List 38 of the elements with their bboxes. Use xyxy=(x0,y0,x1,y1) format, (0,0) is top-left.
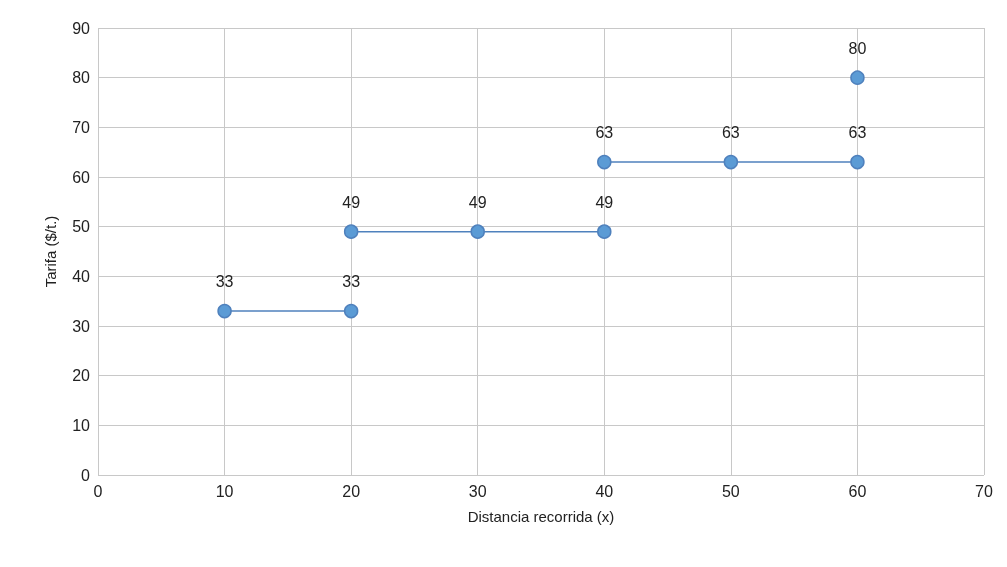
y-tick-label: 80 xyxy=(72,69,91,87)
y-tick-label: 20 xyxy=(72,367,91,385)
y-tick-label: 60 xyxy=(72,168,91,186)
data-label: 33 xyxy=(342,273,361,291)
x-tick-label: 70 xyxy=(975,482,993,500)
point xyxy=(850,154,865,170)
y-tick-label: 30 xyxy=(72,317,91,335)
x-tick-label: 60 xyxy=(848,482,867,500)
x-tick-label: 40 xyxy=(595,482,614,500)
y-tick-label: 50 xyxy=(72,218,91,236)
x-tick-label: 20 xyxy=(342,482,361,500)
data-label: 49 xyxy=(595,193,614,211)
x-tick-label: 30 xyxy=(468,482,487,500)
data-label: 49 xyxy=(468,193,487,211)
point xyxy=(343,303,359,319)
x-tick-label: 50 xyxy=(721,482,740,500)
x-tick-label: 0 xyxy=(93,482,103,500)
point xyxy=(723,154,739,170)
data-label: 63 xyxy=(848,124,867,142)
point xyxy=(597,224,612,239)
point xyxy=(597,154,612,170)
data-label: 49 xyxy=(342,193,361,211)
x-axis-title: Distancia recorrida (x) xyxy=(467,508,615,525)
data-label: 63 xyxy=(595,124,614,142)
point xyxy=(850,70,865,85)
data-label: 63 xyxy=(721,124,740,142)
y-tick-label: 0 xyxy=(81,466,91,484)
y-tick-label: 40 xyxy=(72,267,91,285)
data-label: 33 xyxy=(215,273,234,291)
y-tick-label: 10 xyxy=(72,416,91,434)
y-axis-title: Tarifa ($/t.) xyxy=(42,215,59,288)
point xyxy=(470,224,485,239)
y-tick-label: 70 xyxy=(72,118,91,136)
point xyxy=(217,303,232,319)
x-tick-label: 10 xyxy=(215,482,234,500)
data-label: 80 xyxy=(848,39,867,57)
y-tick-label: 90 xyxy=(72,19,91,37)
point xyxy=(343,224,359,239)
